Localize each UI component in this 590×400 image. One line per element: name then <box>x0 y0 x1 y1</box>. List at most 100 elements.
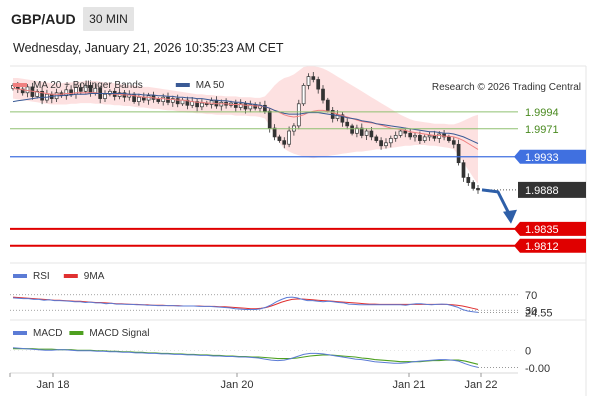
candle-body <box>267 110 272 129</box>
candle-body <box>287 130 291 145</box>
timeframe-button[interactable]: 30 MIN <box>83 7 134 31</box>
candle-body <box>263 104 267 112</box>
x-tick-label: Jan 20 <box>220 379 253 391</box>
candle-body <box>243 103 248 110</box>
resistance-label: 1.9994 <box>525 107 559 119</box>
credit-label: Research © 2026 Trading Central <box>432 82 581 93</box>
price-legend-label: MA 20 + Bollinger Bands <box>33 80 143 91</box>
candle-body <box>321 88 325 101</box>
price-legend-label: MA 50 <box>196 80 225 91</box>
candle-body <box>355 127 359 134</box>
rsi-legend-label: RSI <box>33 271 50 282</box>
support-tag <box>514 238 586 253</box>
candle-body <box>316 79 321 90</box>
candle-body <box>272 127 277 138</box>
candle-body <box>282 140 287 145</box>
candle-body <box>156 99 161 102</box>
candle-body <box>137 96 141 102</box>
macd-legend-swatch <box>13 331 27 335</box>
support-label: 1.9812 <box>525 241 559 253</box>
candle-body <box>35 90 40 97</box>
x-tick-label: Jan 22 <box>464 379 497 391</box>
candle-body <box>78 87 83 92</box>
candle-body <box>325 99 330 111</box>
candle-body <box>447 136 451 141</box>
candle-body <box>384 142 388 147</box>
rsi-current-label: 24.55 <box>525 307 553 319</box>
candle-body <box>398 130 403 136</box>
rsi-tick-label: 70 <box>525 290 537 302</box>
rsi-tick-label: 30 <box>525 305 537 317</box>
candle-body <box>374 136 379 141</box>
candle-body <box>408 132 413 138</box>
candle-body <box>277 136 282 141</box>
candle-body <box>301 85 306 105</box>
candle-body <box>248 104 253 110</box>
candle-body <box>466 177 471 183</box>
support-label: 1.9835 <box>525 224 559 236</box>
current-price-tag <box>518 181 586 198</box>
chart-header: GBP/AUD 30 MIN <box>0 0 590 34</box>
rsi-legend-swatch <box>13 274 27 278</box>
candle-body <box>233 102 238 108</box>
candle-body <box>413 135 417 138</box>
candle-body <box>108 90 112 95</box>
candle-body <box>340 114 345 123</box>
ma20-line <box>12 87 479 150</box>
x-tick-label: Jan 21 <box>392 379 425 391</box>
candle-body <box>345 121 350 127</box>
candle-body <box>83 85 88 92</box>
candle-body <box>388 138 393 144</box>
candle-body <box>296 103 301 127</box>
pivot-tag <box>514 149 586 164</box>
candle-body <box>350 125 354 134</box>
price-legend-swatch <box>175 83 190 87</box>
candle-body <box>476 188 480 191</box>
candle-body <box>161 96 166 102</box>
current-price-label: 1.9888 <box>525 185 559 197</box>
candle-body <box>369 130 374 138</box>
price-legend-swatch <box>13 83 27 87</box>
candle-body <box>379 140 383 147</box>
candle-body <box>311 76 316 80</box>
candle-body <box>335 114 340 119</box>
candle-body <box>103 93 107 99</box>
candle-body <box>20 88 25 94</box>
candle-body <box>200 102 204 108</box>
macd-legend-swatch <box>69 331 84 335</box>
candle-body <box>418 135 422 141</box>
symbol-label: GBP/AUD <box>11 11 76 27</box>
rsi-ma-line <box>12 296 479 310</box>
candle-body <box>461 162 466 178</box>
x-tick-label: Jan 18 <box>36 379 69 391</box>
datetime-label: Wednesday, January 21, 2026 10:35:23 AM … <box>13 41 284 55</box>
candle-body <box>437 133 442 139</box>
forecast-arrow-head <box>503 209 517 224</box>
candle-body <box>64 89 69 97</box>
candle-body <box>69 89 73 95</box>
rsi-legend-swatch <box>63 274 78 278</box>
candle-body <box>195 101 199 108</box>
rsi-legend-label: 9MA <box>84 271 105 282</box>
candle-body <box>170 98 175 103</box>
candle-body <box>359 127 364 136</box>
candle-body <box>427 135 432 138</box>
macd-line <box>12 347 479 368</box>
candle-body <box>451 140 456 145</box>
rsi-line <box>12 296 479 313</box>
candle-body <box>403 130 408 134</box>
forecast-arrow <box>481 188 512 217</box>
candle-body <box>40 90 44 101</box>
pivot-label: 1.9933 <box>525 152 559 164</box>
resistance-label: 1.9971 <box>525 124 559 136</box>
macd-legend-label: MACD <box>33 328 62 339</box>
support-tag <box>514 221 586 236</box>
candle-body <box>175 98 180 105</box>
candle-body <box>364 130 369 136</box>
macd-current-label: -0.00 <box>525 363 550 375</box>
macd-zero-label: 0 <box>525 345 531 357</box>
candle-body <box>471 182 476 189</box>
ma50-line <box>12 93 479 144</box>
candle-body <box>146 95 151 101</box>
